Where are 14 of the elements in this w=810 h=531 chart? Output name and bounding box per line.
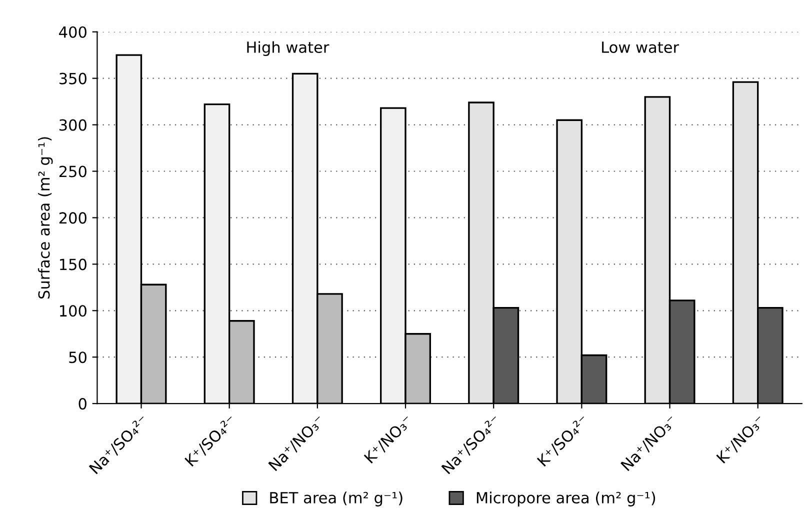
y-tick-label: 350 bbox=[59, 72, 86, 84]
y-tick-label: 50 bbox=[69, 352, 86, 364]
y-tick-label: 100 bbox=[60, 305, 86, 317]
y-axis-title: Surface area (m² g⁻¹) bbox=[38, 137, 53, 299]
legend-label: Micropore area (m² g⁻¹) bbox=[476, 492, 656, 506]
annotation: Low water bbox=[602, 42, 680, 54]
legend-label: BET area (m² g⁻¹) bbox=[270, 492, 402, 506]
annotation: High water bbox=[247, 41, 330, 56]
y-tick-label: 300 bbox=[59, 119, 86, 131]
y-tick-label: 150 bbox=[60, 258, 86, 270]
y-tick-label: 250 bbox=[59, 166, 86, 178]
y-tick-label: 0 bbox=[78, 398, 86, 410]
y-tick-label: 200 bbox=[59, 212, 86, 224]
y-tick-label: 400 bbox=[59, 26, 86, 38]
